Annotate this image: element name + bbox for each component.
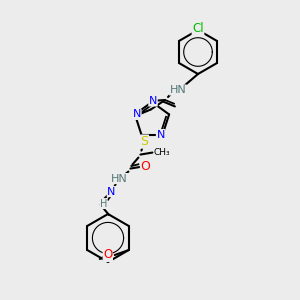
Text: H: H [100, 199, 107, 208]
Text: N: N [149, 96, 157, 106]
Text: Cl: Cl [192, 22, 204, 35]
Text: S: S [140, 135, 148, 148]
Text: HN: HN [169, 85, 186, 95]
Text: N: N [156, 130, 165, 140]
Text: HN: HN [111, 174, 128, 184]
Text: O: O [140, 160, 150, 173]
Text: N: N [107, 187, 116, 196]
Text: CH₃: CH₃ [153, 148, 170, 157]
Text: O: O [103, 248, 112, 262]
Text: N: N [133, 110, 141, 119]
